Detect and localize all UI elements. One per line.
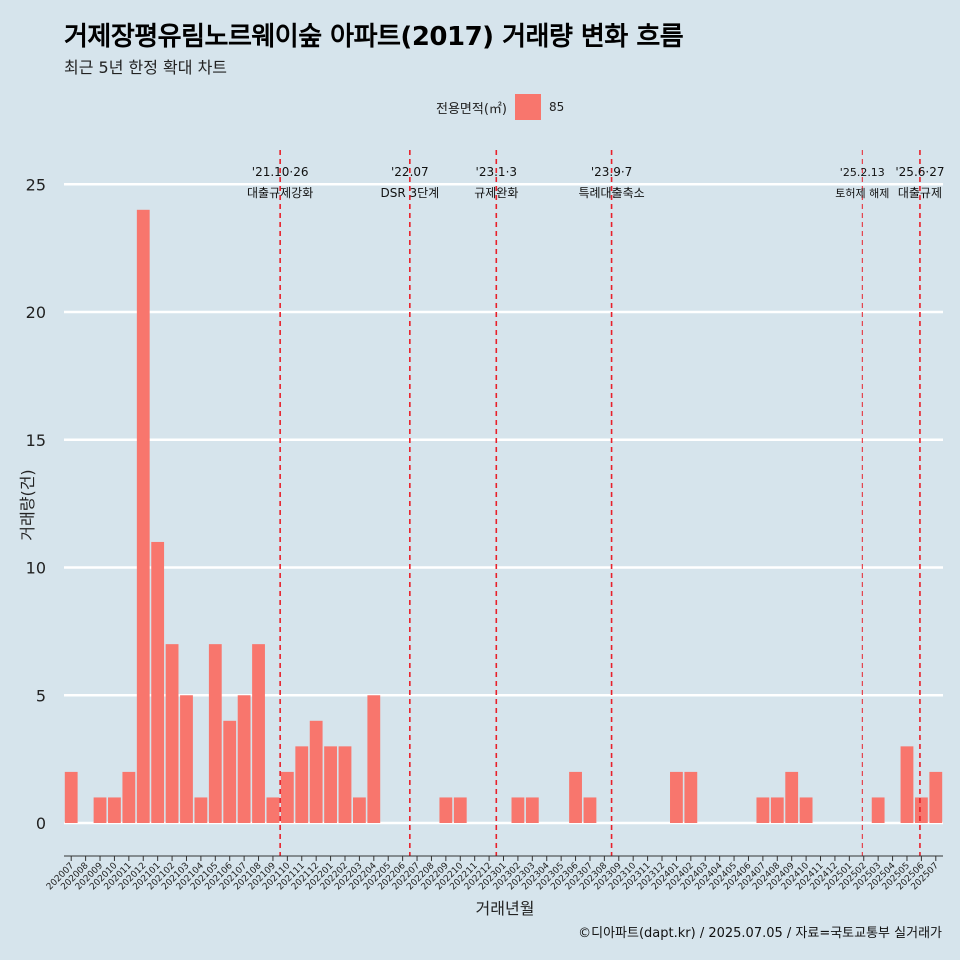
bar-202111: [295, 746, 309, 823]
bar-202203: [352, 797, 366, 823]
y-tick-label: 25: [26, 175, 46, 194]
x-axis-label: 거래년월: [476, 899, 535, 918]
bar-202410: [799, 797, 813, 823]
y-tick-label: 20: [26, 303, 46, 322]
x-axis: 2020072020082020092020102020112020122021…: [45, 855, 943, 892]
bar-202307: [583, 797, 597, 823]
bar-202102: [165, 644, 179, 823]
bar-202505: [900, 746, 914, 823]
source-caption: ©디아파트(dapt.kr) / 2025.07.05 / 자료=국토교통부 실…: [578, 926, 942, 941]
y-tick-label: 10: [26, 559, 46, 578]
annotation-label: 특례대출축소: [578, 186, 644, 200]
bar-202103: [180, 695, 193, 823]
bar-202109: [266, 797, 280, 823]
bar-202506: [914, 797, 928, 823]
annotation-label: 규제완화: [474, 186, 518, 200]
y-tick-label: 0: [36, 814, 46, 833]
annotation-date: '25.2.13: [840, 166, 885, 179]
bar-202101: [151, 541, 165, 823]
bar-202507: [929, 771, 943, 823]
annotations: '21.10·26 대출규제강화 '22.07 DSR 3단계 '23.1·3 규제완화 '…: [247, 150, 944, 856]
annotation-date: '23.1·3: [476, 165, 517, 179]
annotation-date: '22.07: [391, 165, 429, 179]
annotation-date: '25.6·27: [895, 165, 944, 179]
bar-202401: [670, 771, 683, 823]
chart-subtitle: 최근 5년 한정 확대 차트: [64, 58, 228, 77]
bar-202104: [194, 797, 208, 823]
annotation-label: 대출규제: [898, 186, 942, 200]
bar-202106: [223, 720, 237, 823]
bar-202210: [453, 797, 467, 823]
annotation-label: 대출규제강화: [247, 186, 313, 200]
bar-202204: [367, 695, 381, 823]
bar-202302: [511, 797, 525, 823]
bar-202009: [93, 797, 107, 823]
legend-swatch: [514, 94, 541, 120]
grid-lines: [64, 183, 943, 825]
y-tick-label: 5: [36, 686, 46, 705]
bars: [64, 209, 943, 824]
bar-202110: [280, 771, 294, 823]
annotation-date: '21.10·26: [252, 165, 309, 179]
bar-202407: [756, 797, 770, 823]
bar-202108: [252, 644, 265, 823]
bar-202007: [64, 771, 78, 823]
annotation-label: 토허제 해제: [835, 186, 889, 200]
legend-title: 전용면적(㎡): [436, 101, 507, 117]
bar-202107: [237, 695, 251, 823]
chart-title: 거제장평유림노르웨이숲 아파트(2017) 거래량 변화 흐름: [64, 22, 684, 52]
y-tick-label: 15: [26, 431, 46, 450]
bar-202209: [439, 797, 453, 823]
bar-202303: [525, 797, 539, 823]
y-axis-label: 거래량(건): [18, 469, 37, 540]
legend: 전용면적(㎡) 85: [436, 94, 564, 120]
legend-key: 85: [548, 100, 565, 114]
bar-202105: [208, 644, 222, 823]
bar-202010: [108, 797, 121, 823]
bar-202012: [136, 209, 150, 824]
bar-202503: [871, 797, 885, 823]
bar-202011: [122, 771, 136, 823]
bar-202402: [684, 771, 698, 823]
bar-202112: [309, 720, 323, 823]
annotation-label: DSR 3단계: [380, 186, 439, 200]
bar-202202: [338, 746, 352, 823]
bar-202408: [770, 797, 784, 823]
y-axis: 0 5 10 15 20 25: [26, 175, 46, 833]
annotation-date: '23.9·7: [591, 165, 632, 179]
bar-202409: [785, 771, 799, 823]
bar-202201: [324, 746, 337, 823]
bar-202306: [569, 771, 582, 823]
